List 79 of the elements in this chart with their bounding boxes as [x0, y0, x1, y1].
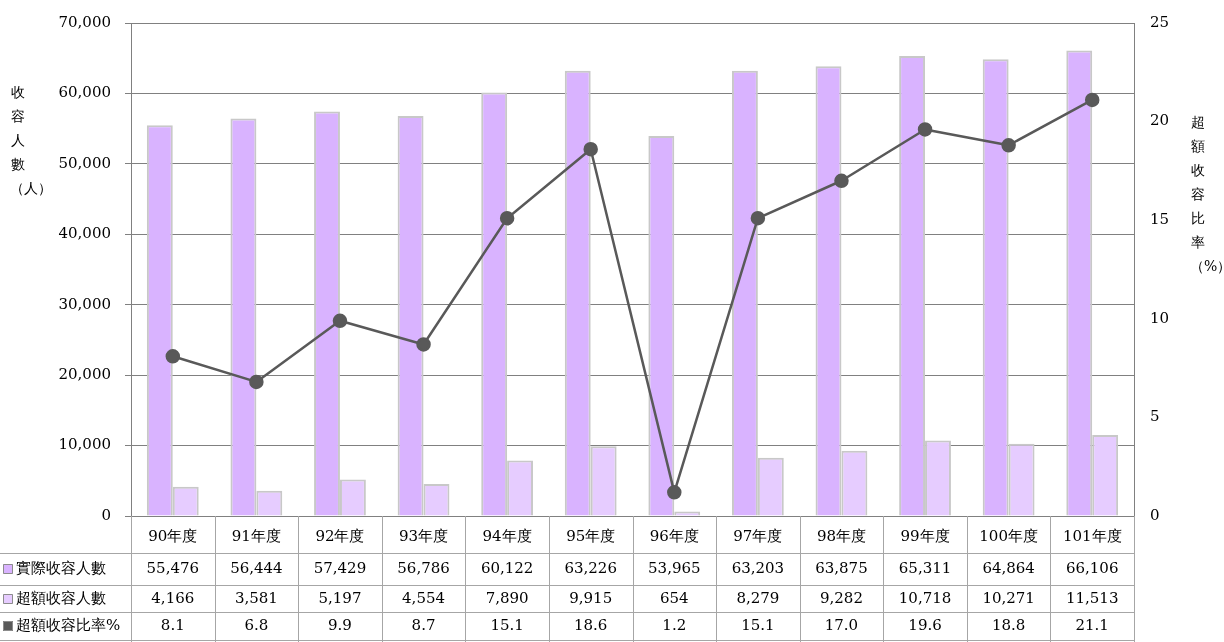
y-tick-label: 10,000 [58, 435, 111, 454]
data-label: 654 [659, 588, 689, 607]
data-label: 21.1 [1075, 615, 1109, 634]
y2-tick-label: 20 [1150, 111, 1170, 130]
y2-tick-label: 25 [1150, 12, 1170, 31]
point [165, 349, 181, 364]
x-tick-label: 93年度 [398, 526, 449, 545]
point [834, 173, 849, 189]
data-label: 4,554 [402, 588, 446, 607]
data-label: 1.2 [662, 615, 687, 634]
y2-tick-label: 0 [1150, 505, 1160, 524]
data-label: 8,279 [736, 588, 780, 607]
data-label: 9.9 [328, 615, 352, 634]
legend-label: 實際收容人數 [16, 558, 106, 577]
data-label: 11,513 [1065, 588, 1119, 607]
data-label: 63,875 [815, 558, 868, 577]
data-label: 66,106 [1065, 558, 1119, 577]
data-label: 65,311 [898, 558, 952, 577]
legend-label: 超額收容人數 [16, 588, 106, 607]
data-label: 18.6 [574, 615, 608, 634]
y2-axis-title: 超額收容比率（%） [1190, 113, 1224, 276]
y-tick-label: 50,000 [58, 153, 111, 172]
data-label: 8.7 [411, 615, 436, 634]
x-tick-label: 92年度 [315, 526, 365, 545]
data-label: 63,203 [731, 558, 785, 577]
y2-tick-label: 15 [1150, 210, 1170, 229]
data-label: 55,476 [146, 558, 200, 577]
point [416, 337, 431, 352]
point [499, 210, 515, 226]
x-tick-label: 100年度 [979, 526, 1038, 545]
x-tick-label: 99年度 [900, 526, 950, 545]
data-label: 9,915 [569, 588, 613, 607]
x-tick-label: 90年度 [148, 526, 198, 545]
point [1084, 92, 1100, 108]
point [917, 122, 933, 137]
data-label: 18.8 [991, 615, 1026, 634]
y-tick-label: 60,000 [58, 83, 111, 102]
x-tick-label: 96年度 [649, 526, 699, 545]
data-label: 57,429 [313, 558, 367, 577]
data-label: 56,786 [397, 558, 450, 577]
data-label: 7,890 [485, 588, 529, 607]
x-tick-label: 98年度 [816, 526, 867, 545]
y-tick-label: 40,000 [58, 224, 111, 243]
data-label: 63,226 [564, 558, 617, 577]
data-label: 64,864 [982, 558, 1035, 577]
data-label: 15.1 [490, 615, 524, 634]
point [1001, 138, 1016, 153]
x-tick-label: 94年度 [482, 526, 532, 545]
y-tick-label: 70,000 [58, 12, 111, 31]
data-label: 60,122 [480, 558, 534, 577]
data-label: 3,581 [234, 588, 278, 607]
data-label: 9,282 [819, 588, 863, 607]
data-label: 5,197 [318, 588, 362, 607]
y2-tick-label: 10 [1150, 308, 1170, 327]
data-label: 17.0 [824, 615, 859, 634]
data-label: 19.6 [908, 615, 942, 634]
point [332, 313, 348, 329]
point [667, 485, 682, 500]
data-label: 10,271 [982, 588, 1035, 607]
point [583, 141, 598, 157]
data-label: 15.1 [741, 615, 775, 634]
legend-label: 超額收容比率% [16, 615, 121, 634]
data-label: 10,718 [898, 588, 952, 607]
y-tick-label: 20,000 [58, 365, 111, 384]
data-label: 53,965 [648, 558, 701, 577]
x-tick-label: 95年度 [566, 526, 616, 545]
x-tick-label: 101年度 [1062, 526, 1122, 545]
y-tick-label: 30,000 [58, 294, 111, 313]
data-label: 56,444 [230, 558, 283, 577]
y-tick-label: 0 [101, 505, 111, 524]
point [249, 374, 264, 390]
y-axis-title: 收容人數（人） [10, 83, 52, 198]
data-label: 6.8 [244, 615, 269, 634]
x-tick-label: 91年度 [231, 526, 281, 545]
point [750, 210, 766, 226]
x-tick-label: 97年度 [733, 526, 783, 545]
data-label: 4,166 [151, 588, 195, 607]
data-label: 8.1 [160, 615, 185, 634]
y2-tick-label: 5 [1150, 407, 1160, 426]
